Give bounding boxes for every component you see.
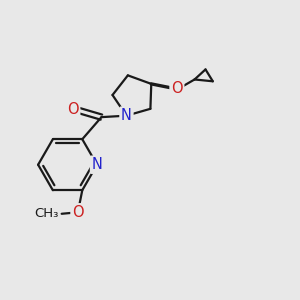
Text: CH₃: CH₃ xyxy=(34,207,58,220)
Text: N: N xyxy=(121,108,132,123)
Text: O: O xyxy=(171,81,183,96)
Text: O: O xyxy=(67,102,79,117)
Text: N: N xyxy=(92,157,102,172)
Text: O: O xyxy=(72,205,84,220)
